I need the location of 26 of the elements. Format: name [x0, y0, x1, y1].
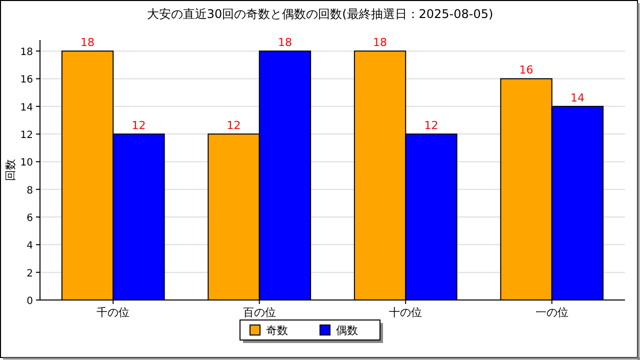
- legend-label: 偶数: [336, 324, 358, 337]
- data-label: 18: [373, 36, 388, 50]
- y-tick-label: 18: [20, 47, 33, 58]
- x-tick-label: 百の位: [242, 306, 276, 319]
- legend-label: 奇数: [266, 324, 288, 337]
- y-tick-label: 16: [20, 74, 33, 86]
- y-tick-label: 4: [26, 240, 33, 252]
- data-label: 12: [226, 119, 241, 132]
- x-tick-label: 一の位: [535, 306, 568, 319]
- y-axis-title: 回数: [4, 159, 17, 181]
- data-label: 12: [424, 119, 438, 132]
- y-tick-label: 6: [26, 213, 33, 224]
- chart-title: 大安の直近30回の奇数と偶数の回数(最終抽選日：2025-08-05): [146, 7, 494, 21]
- data-label: 18: [80, 36, 95, 50]
- data-label: 14: [570, 91, 584, 104]
- x-tick-label: 千の位: [96, 306, 130, 319]
- y-tick-label: 0: [26, 296, 33, 307]
- y-tick-label: 14: [20, 102, 33, 114]
- data-label: 18: [278, 36, 292, 50]
- y-tick-label: 12: [20, 130, 33, 142]
- data-label: 16: [519, 64, 534, 77]
- x-tick-label: 十の位: [389, 306, 422, 319]
- y-tick-label: 2: [26, 268, 33, 280]
- data-label: 12: [132, 119, 146, 132]
- y-tick-label: 10: [20, 158, 33, 169]
- y-tick-label: 8: [26, 185, 33, 196]
